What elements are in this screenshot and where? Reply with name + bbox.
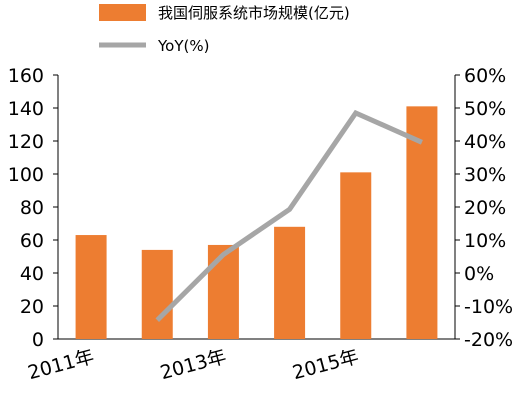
y-right-tick-label: 60% bbox=[464, 65, 506, 87]
y-left-tick-label: 120 bbox=[8, 131, 44, 153]
y-right-tick-label: -20% bbox=[464, 329, 513, 351]
y-right-tick-label: 10% bbox=[464, 230, 506, 252]
y-right-tick-label: 40% bbox=[464, 131, 506, 153]
y-left-tick-label: 100 bbox=[8, 164, 44, 186]
y-left-tick-label: 80 bbox=[20, 197, 44, 219]
y-left-tick-label: 160 bbox=[8, 65, 44, 87]
bar bbox=[274, 226, 306, 339]
bar bbox=[406, 106, 438, 339]
axes bbox=[53, 74, 460, 340]
bar bbox=[141, 249, 173, 339]
y-left-tick-label: 140 bbox=[8, 98, 44, 120]
y-right-tick-label: -10% bbox=[464, 296, 513, 318]
legend-swatch-bar bbox=[99, 4, 146, 21]
line-series bbox=[155, 109, 423, 322]
legend: 我国伺服系统市场规模(亿元) YoY(%) bbox=[99, 4, 350, 55]
x-tick-label: 2015年 bbox=[290, 346, 361, 385]
bar bbox=[207, 244, 239, 339]
legend-label-bar: 我国伺服系统市场规模(亿元) bbox=[158, 4, 350, 22]
bar bbox=[75, 235, 107, 339]
bar-series bbox=[75, 106, 438, 339]
y-right-tick-label: 20% bbox=[464, 197, 506, 219]
y-right-tick-label: 50% bbox=[464, 98, 506, 120]
x-tick-label: 2013年 bbox=[158, 346, 229, 385]
legend-label-line: YoY(%) bbox=[157, 37, 209, 55]
bar bbox=[340, 172, 372, 339]
y-right-tick-label: 0% bbox=[464, 263, 494, 285]
y-right-tick-label: 30% bbox=[464, 164, 506, 186]
y-left-tick-label: 60 bbox=[20, 230, 44, 252]
x-tick-label: 2011年 bbox=[26, 346, 97, 385]
y-left-tick-label: 0 bbox=[32, 329, 44, 351]
y-left-tick-label: 20 bbox=[20, 296, 44, 318]
y-left-tick-label: 40 bbox=[20, 263, 44, 285]
